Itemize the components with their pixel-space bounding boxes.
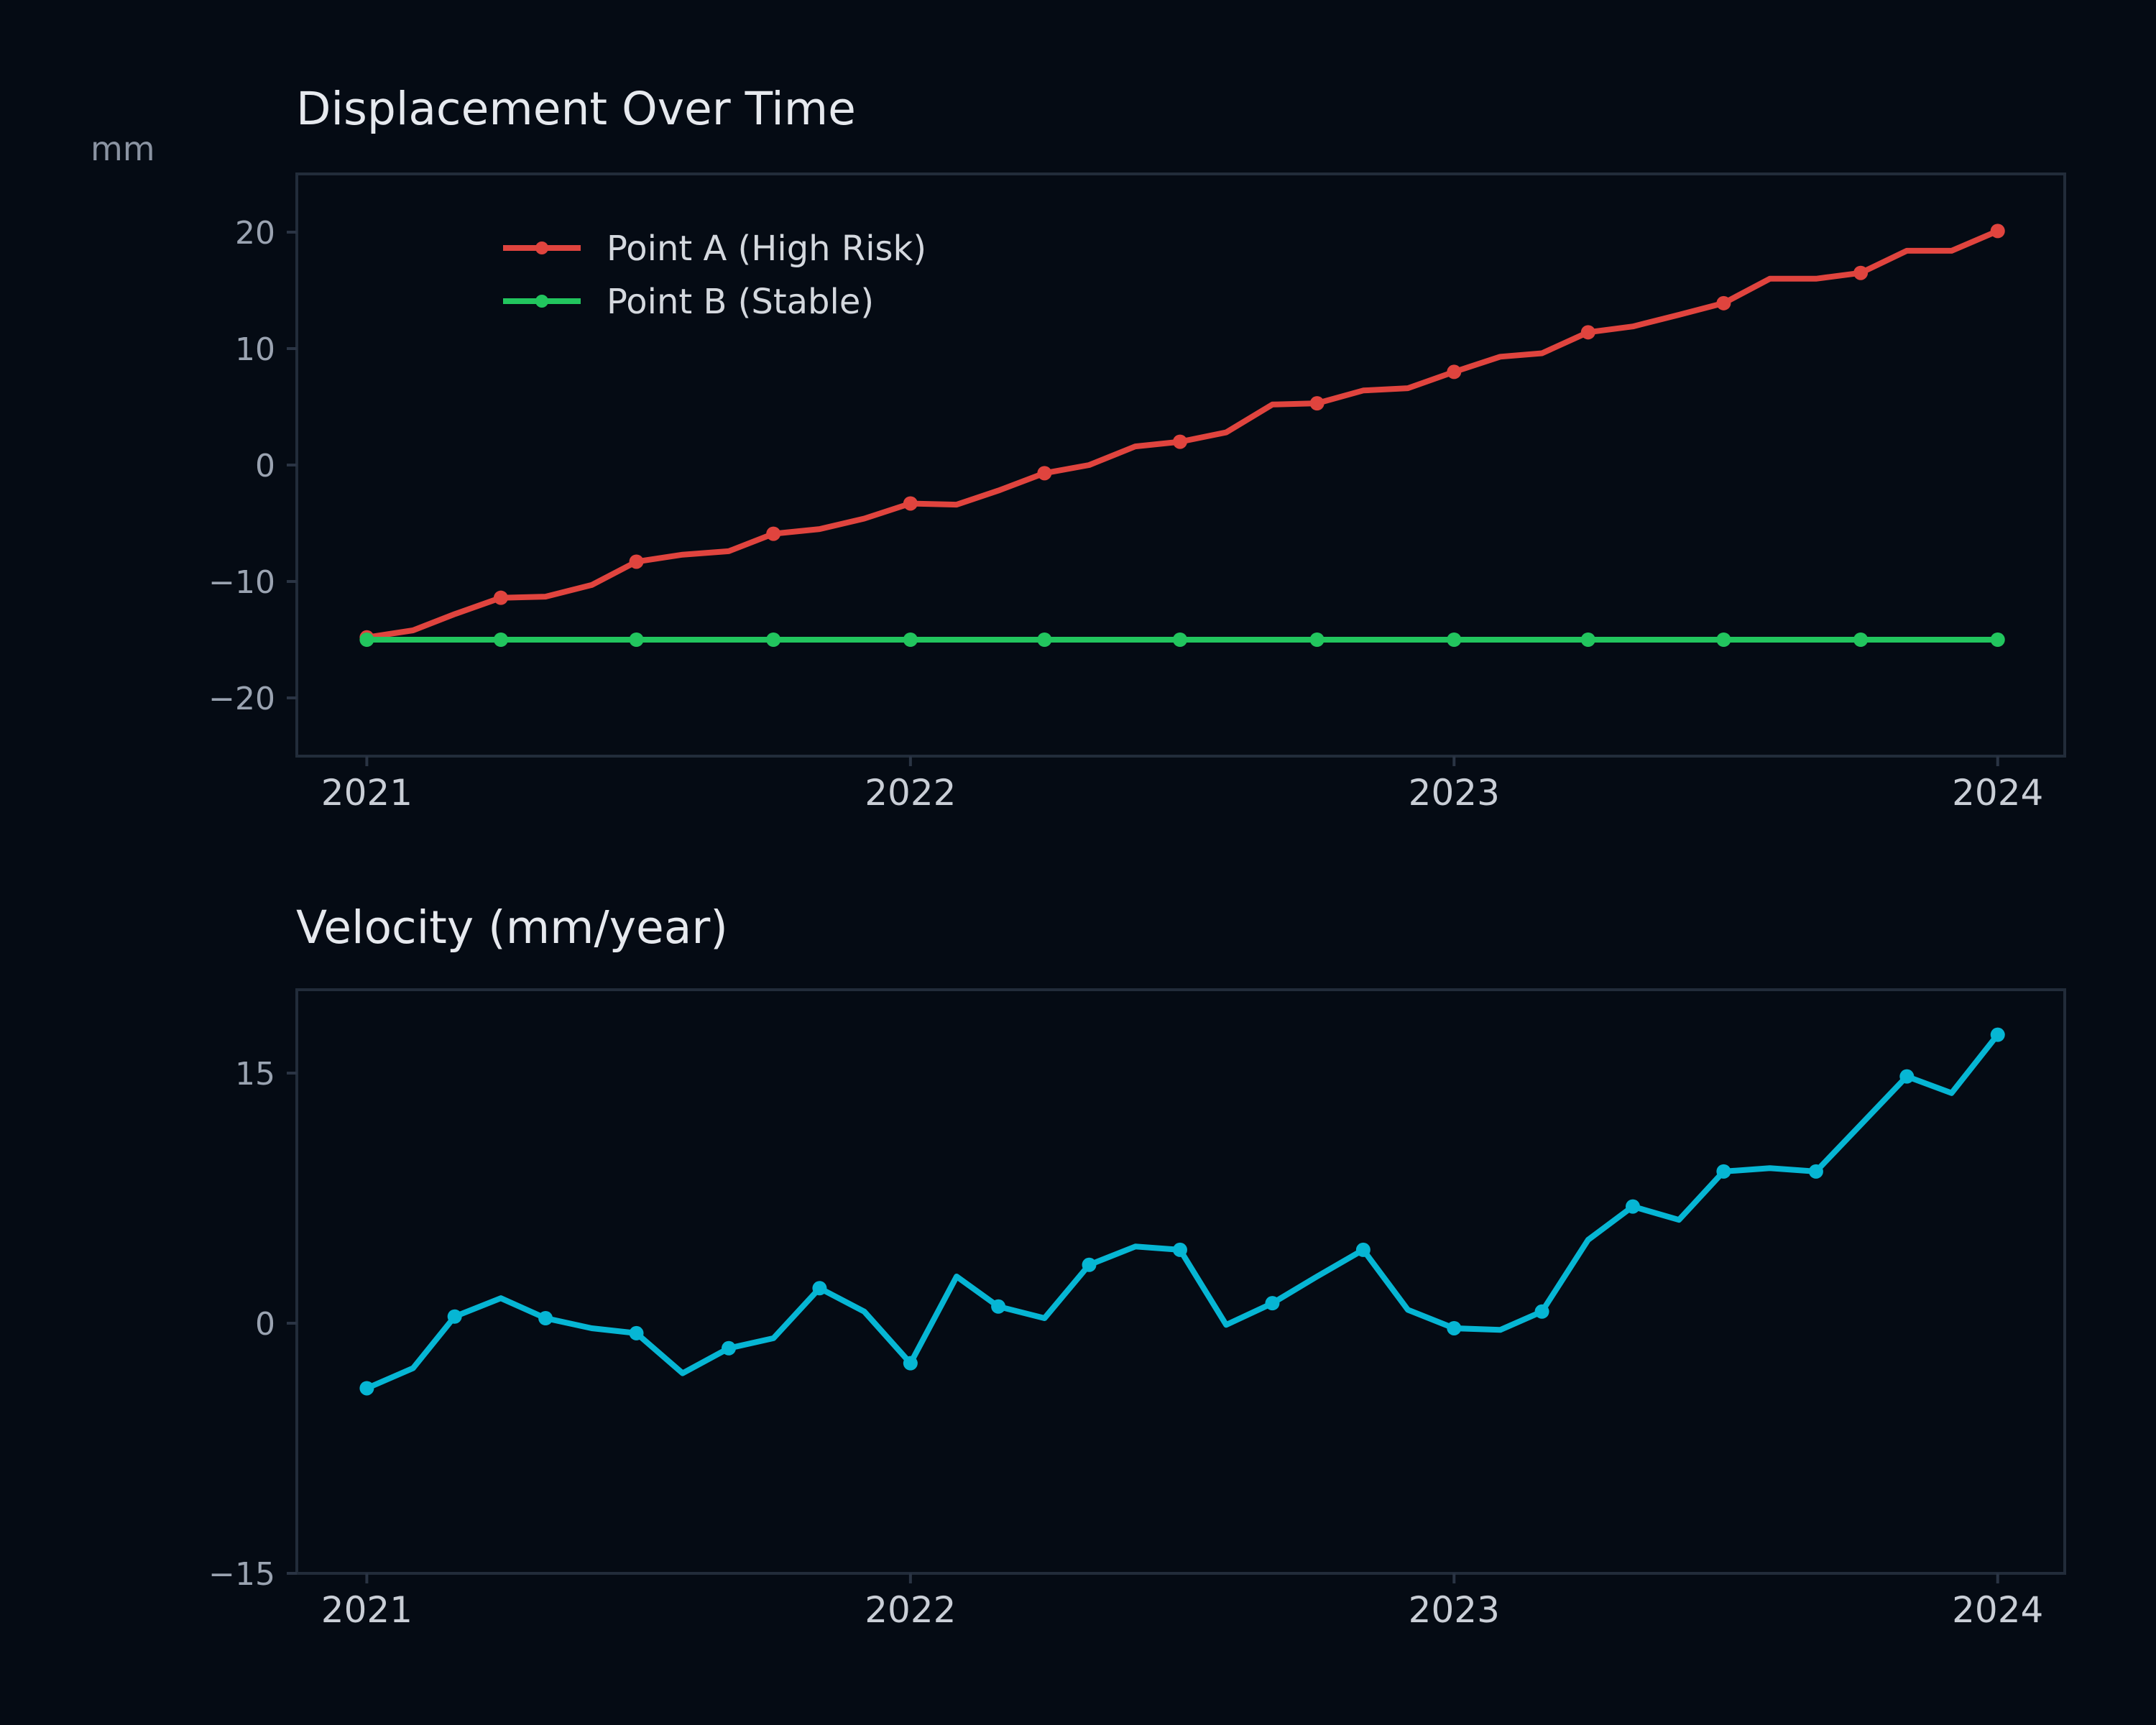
point-b-stable-point: [766, 632, 781, 647]
velocity-axes: 15 0 −15 2021 2022 2023 2024: [208, 1056, 2043, 1631]
displacement-plot-frame: [295, 172, 2066, 758]
point-b-stable-point: [629, 632, 644, 647]
velocity-point: [1534, 1304, 1549, 1319]
velocity-point: [1082, 1257, 1097, 1272]
velocity-title: Velocity (mm/year): [296, 901, 728, 954]
displacement-title: Displacement Over Time: [296, 83, 856, 135]
point-a-high-risk-point: [766, 526, 781, 541]
point-b-stable-point: [493, 632, 508, 647]
velocity-point: [538, 1311, 553, 1326]
velocity-point: [1265, 1296, 1280, 1311]
point-a-high-risk-point: [1990, 224, 2005, 239]
point-b-stable-point: [1990, 632, 2005, 647]
velocity-y-tick-label: −15: [208, 1556, 275, 1593]
point-a-high-risk-point: [1309, 396, 1325, 411]
velocity-point: [991, 1299, 1006, 1314]
velocity-y-tick-label: 15: [235, 1056, 275, 1092]
velocity-x-tick-label: 2024: [1952, 1589, 2043, 1631]
displacement-x-tick-label: 2023: [1409, 772, 1500, 814]
point-a-high-risk-point: [903, 496, 918, 511]
velocity-point: [1172, 1242, 1187, 1257]
legend-marker-point-b: [535, 295, 548, 308]
velocity-point: [1447, 1320, 1462, 1335]
point-a-high-risk-point: [1716, 295, 1731, 310]
point-b-stable-point: [1309, 632, 1325, 647]
velocity-point: [1355, 1242, 1370, 1257]
point-a-high-risk-point: [1172, 434, 1187, 449]
velocity-point: [1625, 1199, 1640, 1214]
velocity-point: [629, 1325, 644, 1340]
velocity-point: [1899, 1069, 1915, 1084]
displacement-series: [359, 224, 2005, 647]
legend-label-point-b: Point B (Stable): [607, 282, 874, 322]
point-b-stable-point: [1580, 632, 1595, 647]
velocity-point: [1990, 1027, 2005, 1042]
velocity-y-tick-label: 0: [255, 1306, 275, 1343]
displacement-x-tick-label: 2022: [865, 772, 956, 814]
point-b-stable-point: [1172, 632, 1187, 647]
legend-marker-point-a: [535, 242, 548, 254]
velocity-plot-frame: [295, 988, 2066, 1575]
point-b-stable-point: [1716, 632, 1731, 647]
point-b-stable-point: [359, 632, 374, 647]
velocity-point: [903, 1356, 918, 1371]
point-b-stable-point: [903, 632, 918, 647]
velocity-point: [1808, 1164, 1823, 1179]
displacement-panel: Displacement Over Time mm 20 10 0 −10 −20 202…: [91, 83, 2066, 814]
displacement-y-tick-label: 10: [235, 331, 275, 368]
point-b-stable-point: [1037, 632, 1052, 647]
displacement-y-tick-label: −20: [208, 681, 275, 717]
displacement-y-tick-label: 20: [235, 215, 275, 252]
velocity-x-tick-label: 2022: [865, 1589, 956, 1631]
point-b-stable-point: [1447, 632, 1462, 647]
velocity-x-tick-label: 2023: [1409, 1589, 1500, 1631]
velocity-x-tick-label: 2021: [321, 1589, 413, 1631]
point-a-high-risk-point: [1447, 364, 1462, 380]
velocity-point: [447, 1309, 462, 1324]
point-a-high-risk-point: [493, 590, 508, 605]
velocity-line: [364, 1031, 2001, 1392]
velocity-point: [359, 1381, 374, 1396]
point-a-high-risk-point: [629, 554, 644, 569]
velocity-series: [359, 1027, 2005, 1396]
point-b-stable-point: [1853, 632, 1869, 647]
legend: Point A (High Risk) Point B (Stable): [503, 229, 926, 322]
displacement-y-tick-label: 0: [255, 448, 275, 484]
velocity-point: [722, 1340, 737, 1356]
velocity-panel: Velocity (mm/year) 15 0 −15 2021 2022 2023 202…: [208, 901, 2066, 1631]
velocity-point: [812, 1281, 827, 1296]
legend-label-point-a: Point A (High Risk): [607, 229, 926, 269]
displacement-x-tick-label: 2024: [1952, 772, 2043, 814]
displacement-y-tick-label: −10: [208, 564, 275, 601]
velocity-point: [1716, 1164, 1731, 1179]
point-a-high-risk-point: [1037, 466, 1052, 481]
displacement-x-tick-label: 2021: [321, 772, 413, 814]
point-a-high-risk-point: [1853, 265, 1869, 280]
displacement-y-axis-label: mm: [91, 129, 155, 168]
displacement-axes: 20 10 0 −10 −20 2021 2022 2023 2024: [208, 215, 2043, 814]
point-a-high-risk-point: [1580, 325, 1595, 340]
